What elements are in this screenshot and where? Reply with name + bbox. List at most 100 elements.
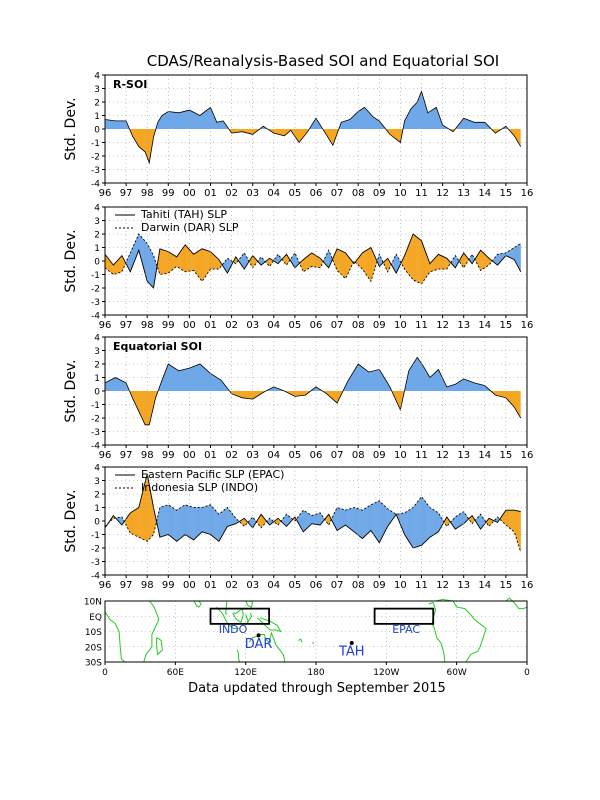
x-tick-label: 00 bbox=[183, 188, 196, 199]
x-tick-label: 15 bbox=[500, 320, 513, 331]
coastline bbox=[143, 600, 160, 663]
difference-fill bbox=[432, 508, 434, 536]
coastline bbox=[232, 607, 244, 624]
difference-fill bbox=[509, 249, 511, 258]
difference-fill bbox=[386, 507, 388, 529]
legend-label: Eastern Pacific SLP (EPAC) bbox=[141, 468, 284, 481]
difference-fill bbox=[341, 508, 344, 528]
difference-fill bbox=[244, 252, 246, 270]
x-tick-label: 14 bbox=[478, 188, 491, 199]
x-tick-label: 97 bbox=[120, 188, 133, 199]
difference-fill bbox=[184, 244, 187, 272]
y-tick-label: -4 bbox=[91, 442, 100, 452]
x-tick-label: 13 bbox=[457, 188, 470, 199]
difference-fill bbox=[145, 241, 147, 279]
difference-fill bbox=[140, 497, 142, 539]
x-tick-label: 07 bbox=[331, 450, 344, 461]
x-tick-label: 08 bbox=[352, 188, 365, 199]
negative-area bbox=[105, 129, 521, 163]
x-tick-label: 00 bbox=[183, 320, 196, 331]
x-tick-label: 06 bbox=[310, 580, 323, 591]
indo-box bbox=[209, 607, 271, 625]
x-tick-label: 12 bbox=[436, 580, 449, 591]
y-tick-label: 1 bbox=[94, 504, 100, 514]
x-tick-label: 03 bbox=[246, 450, 259, 461]
difference-fill bbox=[190, 250, 192, 272]
difference-fill bbox=[211, 506, 214, 537]
difference-fill bbox=[341, 250, 344, 277]
series-line-dashed bbox=[104, 495, 522, 553]
x-tick-label: 03 bbox=[246, 188, 259, 199]
difference-fill bbox=[198, 250, 200, 279]
y-tick-label: 0 bbox=[94, 518, 100, 528]
y-tick-label: -2 bbox=[91, 415, 100, 425]
x-tick-label: 13 bbox=[457, 450, 470, 461]
difference-fill bbox=[367, 505, 370, 534]
difference-fill bbox=[172, 507, 174, 539]
y-tick-label: -4 bbox=[91, 180, 100, 190]
difference-fill bbox=[225, 507, 227, 531]
x-tick-label: 15 bbox=[500, 450, 513, 461]
difference-fill bbox=[439, 254, 441, 270]
difference-fill bbox=[495, 254, 497, 265]
x-tick-label: 10 bbox=[394, 320, 407, 331]
y-tick-label: 1 bbox=[94, 112, 100, 122]
y-axis-label: Std. Dev. bbox=[63, 489, 79, 552]
y-tick-label: 2 bbox=[94, 99, 100, 109]
x-tick-label: 11 bbox=[415, 320, 428, 331]
difference-fill bbox=[116, 260, 118, 274]
difference-fill bbox=[482, 251, 484, 270]
difference-fill bbox=[519, 511, 521, 553]
x-tick-label: 08 bbox=[352, 450, 365, 461]
difference-fill bbox=[312, 253, 315, 267]
x-tick-label: 15 bbox=[500, 188, 513, 199]
difference-fill bbox=[148, 246, 150, 285]
difference-fill bbox=[338, 507, 341, 530]
x-tick-label: 99 bbox=[162, 580, 175, 591]
difference-fill bbox=[302, 509, 304, 533]
difference-fill bbox=[384, 505, 386, 534]
x-tick-label: 02 bbox=[225, 188, 238, 199]
difference-fill bbox=[182, 505, 185, 537]
difference-fill bbox=[217, 511, 219, 541]
x-tick-label: 08 bbox=[352, 580, 365, 591]
difference-fill bbox=[177, 253, 179, 268]
difference-fill bbox=[434, 257, 436, 271]
x-tick-label: 11 bbox=[415, 450, 428, 461]
x-tick-label: 02 bbox=[225, 450, 238, 461]
map-lon-label: 60E bbox=[167, 668, 184, 678]
difference-fill bbox=[137, 507, 139, 538]
x-tick-label: 97 bbox=[120, 450, 133, 461]
x-tick-label: 09 bbox=[373, 580, 386, 591]
x-tick-label: 98 bbox=[141, 450, 154, 461]
difference-fill bbox=[211, 252, 214, 270]
y-tick-label: 4 bbox=[94, 204, 100, 214]
x-tick-label: 16 bbox=[521, 188, 534, 199]
coastline bbox=[156, 637, 163, 656]
x-tick-label: 13 bbox=[457, 580, 470, 591]
x-tick-label: 08 bbox=[352, 320, 365, 331]
y-tick-label: -1 bbox=[91, 271, 100, 281]
map-lat-label: 10N bbox=[84, 598, 102, 608]
y-tick-label: 4 bbox=[94, 72, 100, 82]
x-tick-label: 12 bbox=[436, 320, 449, 331]
x-tick-label: 11 bbox=[415, 580, 428, 591]
difference-fill bbox=[423, 499, 426, 544]
x-tick-label: 96 bbox=[99, 580, 112, 591]
panel-label: Equatorial SOI bbox=[113, 340, 202, 353]
difference-fill bbox=[193, 253, 195, 272]
map-lat-label: 10S bbox=[85, 628, 102, 638]
difference-fill bbox=[213, 508, 216, 539]
y-tick-label: 3 bbox=[94, 347, 100, 357]
difference-fill bbox=[479, 250, 482, 271]
x-tick-label: 12 bbox=[436, 450, 449, 461]
y-tick-label: 3 bbox=[94, 477, 100, 487]
difference-fill bbox=[426, 503, 429, 541]
panel-label: R-SOI bbox=[113, 78, 147, 91]
difference-fill bbox=[187, 505, 190, 538]
difference-fill bbox=[317, 256, 320, 268]
difference-fill bbox=[516, 245, 518, 266]
x-tick-label: 96 bbox=[99, 320, 112, 331]
